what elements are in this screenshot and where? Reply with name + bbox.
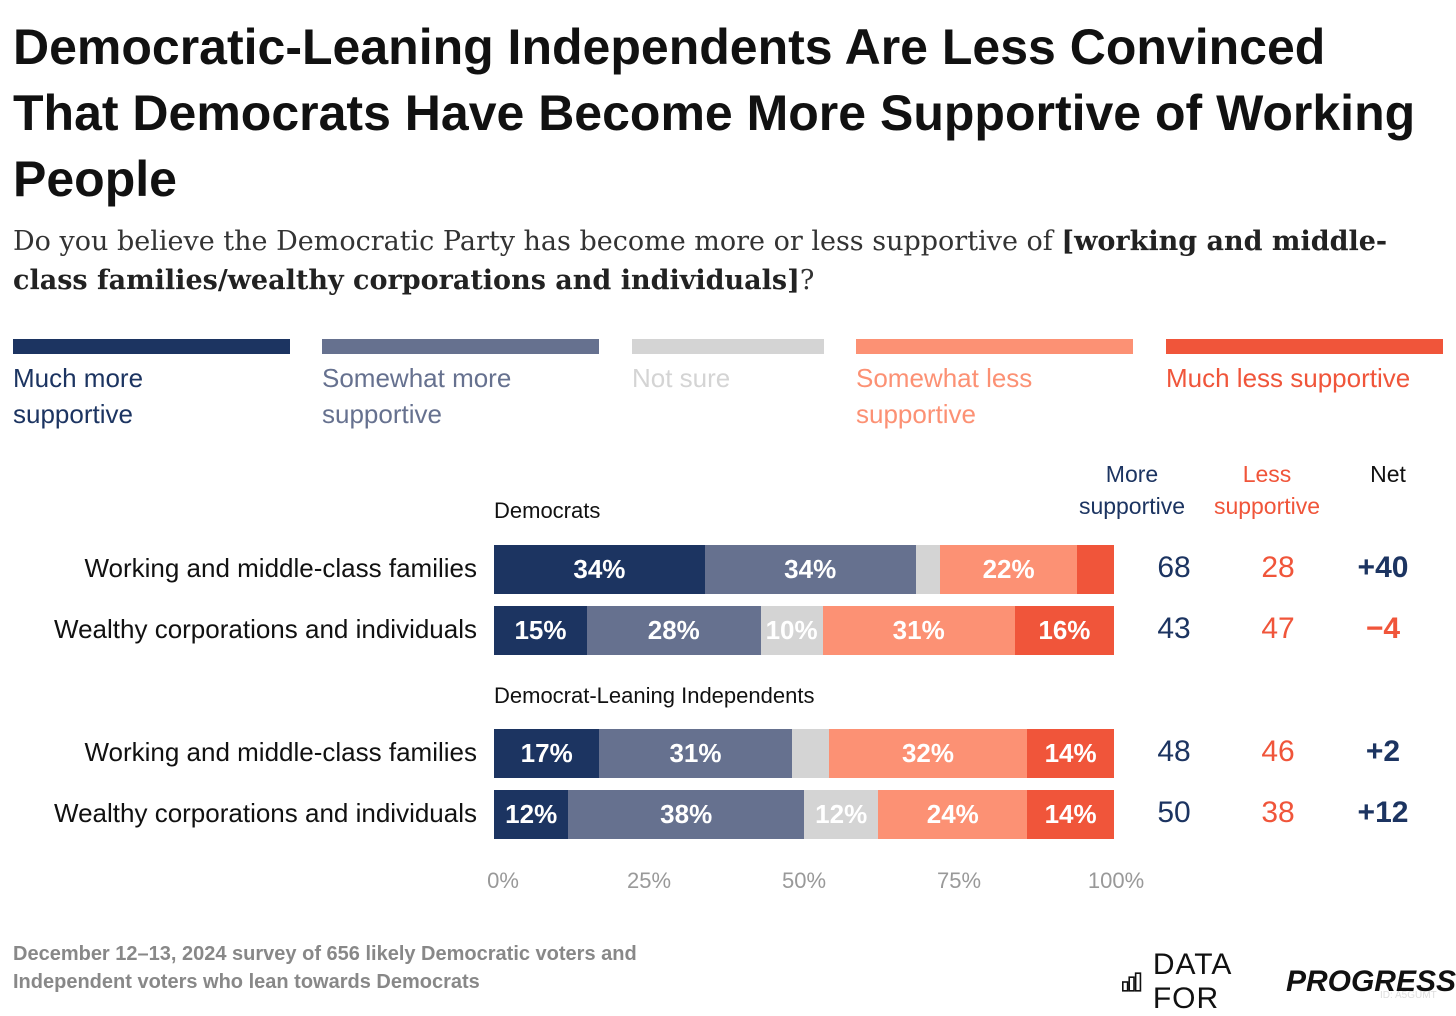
bar-chart-icon	[1122, 972, 1142, 992]
bar-segment: 16%	[1014, 606, 1114, 655]
bar-segment: 34%	[494, 545, 705, 594]
less-value: 46	[1261, 735, 1295, 768]
bar-segment: 28%	[587, 606, 761, 655]
bar-segment: 10%	[760, 606, 823, 655]
legend-swatch	[13, 339, 290, 354]
bar-segment	[791, 729, 829, 778]
logo-bold: PROGRESS	[1285, 965, 1456, 998]
net-value: +40	[1357, 551, 1409, 584]
stacked-bar: 15% 28% 10% 31% 16%	[494, 606, 1114, 655]
subtitle-text: Do you believe the Democratic Party has …	[13, 226, 1062, 257]
row-label: Working and middle-class families	[84, 737, 477, 767]
row-label: Wealthy corporations and individuals	[54, 614, 477, 644]
x-tick-label: 100%	[1087, 868, 1145, 893]
bar-segment: 31%	[599, 729, 792, 778]
chart-title: Democratic-Leaning Independents Are Less…	[13, 19, 1416, 207]
bar-segment: 34%	[704, 545, 916, 594]
legend-item: Somewhat more supportive	[322, 339, 629, 432]
bar-segment: 24%	[878, 790, 1028, 839]
subtitle-bold: [working and middle-class families/wealt…	[13, 226, 1388, 296]
more-value: 48	[1157, 735, 1191, 768]
more-value: 68	[1157, 551, 1191, 584]
legend-swatch	[856, 339, 1133, 354]
group-label: Democrats	[494, 498, 601, 523]
row-label: Wealthy corporations and individuals	[54, 798, 477, 828]
less-value: 38	[1261, 796, 1295, 829]
bar-segment: 17%	[494, 729, 600, 778]
x-tick-label: 0%	[487, 868, 519, 893]
legend-swatch	[322, 339, 599, 354]
bar-segment: 31%	[822, 606, 1015, 655]
legend-label: Not sure	[632, 363, 731, 393]
legend-label: Somewhat more supportive	[322, 363, 512, 429]
row-label: Working and middle-class families	[84, 553, 477, 583]
bar-segment: 12%	[494, 790, 569, 839]
net-value: +2	[1365, 735, 1401, 768]
legend-label: Much more supportive	[13, 363, 144, 429]
net-value: −4	[1365, 612, 1401, 645]
bar-segment: 14%	[1027, 729, 1114, 778]
footnote: December 12–13, 2024 survey of 656 likel…	[13, 943, 637, 993]
legend-swatch	[632, 339, 824, 354]
bar-segment: 14%	[1027, 790, 1114, 839]
bar-segment: 15%	[494, 606, 587, 655]
legend-swatch	[1166, 339, 1443, 354]
group-label: Democrat-Leaning Independents	[494, 683, 815, 708]
x-tick-label: 75%	[936, 868, 982, 893]
bar-segment: 32%	[828, 729, 1028, 778]
legend-item: Much less supportive	[1166, 339, 1443, 396]
legend-label: Somewhat less supportive	[856, 363, 1033, 429]
x-tick-label: 25%	[626, 868, 672, 893]
col-net-header: Net	[1370, 461, 1406, 487]
stacked-bar: 34% 34% 22%	[494, 545, 1114, 594]
more-value: 43	[1157, 612, 1191, 645]
bar-segment: 12%	[804, 790, 879, 839]
legend-item: Not sure	[632, 339, 854, 396]
stacked-bar: 17% 31% 32% 14%	[494, 729, 1114, 778]
legend-item: Somewhat less supportive	[856, 339, 1163, 432]
col-less-header: Less supportive	[1213, 461, 1321, 519]
legend-label: Much less supportive	[1166, 363, 1411, 393]
bar-segment: 22%	[940, 545, 1077, 594]
more-value: 50	[1157, 796, 1191, 829]
col-more-header: More supportive	[1078, 461, 1186, 519]
bar-segment: 38%	[568, 790, 804, 839]
x-tick-label: 50%	[781, 868, 827, 893]
bar-segment	[915, 545, 941, 594]
less-value: 47	[1261, 612, 1295, 645]
subtitle-end: ?	[799, 265, 815, 296]
bar-segment	[1076, 545, 1114, 594]
chart-subtitle: Do you believe the Democratic Party has …	[13, 222, 1433, 300]
less-value: 28	[1261, 551, 1295, 584]
net-value: +12	[1357, 796, 1409, 829]
stacked-bar: 12% 38% 12% 24% 14%	[494, 790, 1114, 839]
chart-id: ID: A5GUMT	[1380, 990, 1437, 1001]
legend-item: Much more supportive	[13, 339, 320, 432]
